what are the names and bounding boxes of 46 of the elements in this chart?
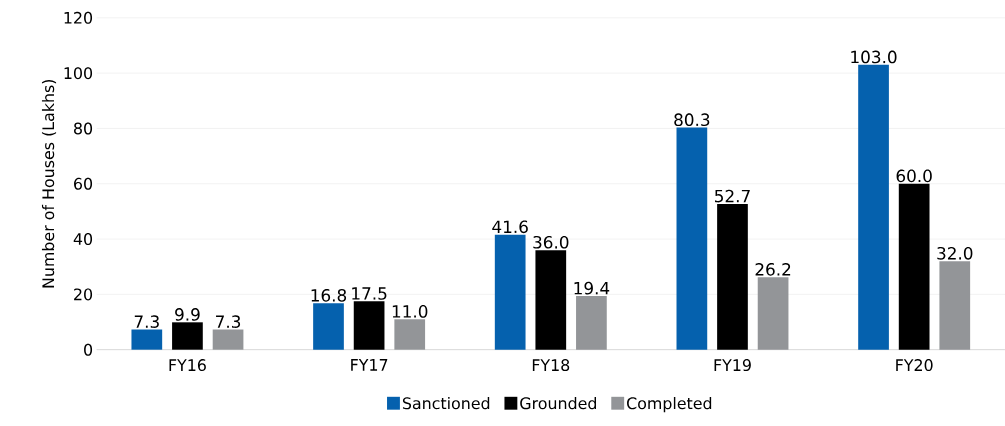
bar [313, 303, 344, 350]
y-tick-label: 120 [64, 11, 93, 24]
data-label: 36.0 [533, 235, 569, 249]
legend-label: Sanctioned [402, 397, 490, 410]
data-label: 17.5 [352, 287, 387, 300]
y-axis-title: Number of Houses (Lakhs) [41, 79, 57, 288]
y-tick-label: 0 [84, 343, 93, 356]
y-tick-label: 20 [74, 288, 93, 301]
y-tick-label: 100 [64, 67, 93, 80]
data-label: 32.0 [937, 246, 973, 260]
data-label: 16.8 [311, 288, 347, 302]
bar [898, 183, 930, 350]
bar [131, 329, 163, 350]
bar [212, 329, 244, 350]
legend-label: Completed [627, 397, 712, 413]
data-label: 11.0 [392, 305, 428, 318]
data-label: 80.3 [674, 113, 710, 127]
y-tick-label: 40 [73, 233, 93, 246]
data-label: 26.2 [755, 263, 791, 276]
data-label: 60.0 [896, 169, 932, 183]
x-tick-label: FY18 [532, 359, 570, 372]
data-label: 52.7 [715, 189, 750, 203]
bar [394, 319, 426, 350]
data-label: 103.0 [851, 50, 897, 64]
bar [494, 234, 526, 350]
bar [939, 261, 971, 350]
legend-label: Grounded [520, 397, 596, 410]
y-tick-label: 80 [74, 122, 93, 135]
bar [535, 250, 567, 350]
data-label: 7.3 [134, 315, 159, 329]
x-tick-label: FY19 [714, 359, 751, 372]
x-tick-label: FY16 [169, 359, 206, 372]
bar [717, 203, 748, 350]
data-label: 41.6 [492, 220, 528, 234]
bar [676, 127, 708, 350]
bar [858, 64, 889, 350]
x-tick-label: FY20 [896, 359, 933, 372]
data-label: 7.3 [216, 315, 241, 329]
bar [757, 277, 789, 350]
data-label: 19.4 [574, 281, 610, 295]
data-label: 9.9 [175, 308, 200, 321]
bar [576, 296, 607, 350]
bar [172, 322, 203, 350]
bar [353, 301, 385, 350]
x-tick-label: FY17 [351, 359, 388, 371]
y-tick-label: 60 [74, 177, 93, 190]
